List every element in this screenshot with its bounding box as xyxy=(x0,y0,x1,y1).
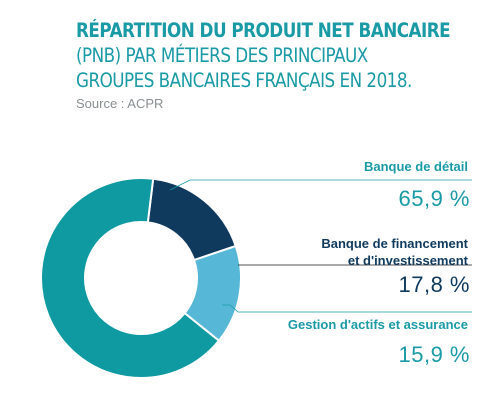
data-label-banque-de-financement: 17,8 % xyxy=(398,272,470,297)
data-label-gestion-actifs: 15,9 % xyxy=(398,342,470,367)
legend-label-line: et d'investissement xyxy=(347,253,468,268)
leader-gestion-actifs xyxy=(222,304,472,313)
slice-banque-de-financement xyxy=(146,177,238,262)
legend-label-gestion-actifs: Gestion d'actifs et assurance xyxy=(288,316,468,333)
legend-label-line: Banque de financement xyxy=(321,236,468,251)
slice-banque-de-detail xyxy=(40,177,221,379)
title-line-3: GROUPES BANCAIRES FRANÇAIS EN 2018. xyxy=(76,69,412,92)
legend-label-banque-de-detail: Banque de détail xyxy=(364,158,468,175)
legend-label-banque-de-financement: Banque de financement et d'investissement xyxy=(321,235,468,269)
leader-banque-de-detail xyxy=(169,179,472,191)
legend-label-line: Gestion d'actifs et assurance xyxy=(287,317,468,332)
data-label-banque-de-detail: 65,9 % xyxy=(398,186,470,211)
chart-source: Source : ACPR xyxy=(76,96,164,111)
chart-title: RÉPARTITION DU PRODUIT NET BANCAIRE (PNB… xyxy=(76,18,451,93)
legend-label-line: Banque de détail xyxy=(363,159,468,174)
title-line-1: RÉPARTITION DU PRODUIT NET BANCAIRE xyxy=(76,19,451,42)
title-line-2: (PNB) PAR MÉTIERS DES PRINCIPAUX xyxy=(76,44,368,67)
